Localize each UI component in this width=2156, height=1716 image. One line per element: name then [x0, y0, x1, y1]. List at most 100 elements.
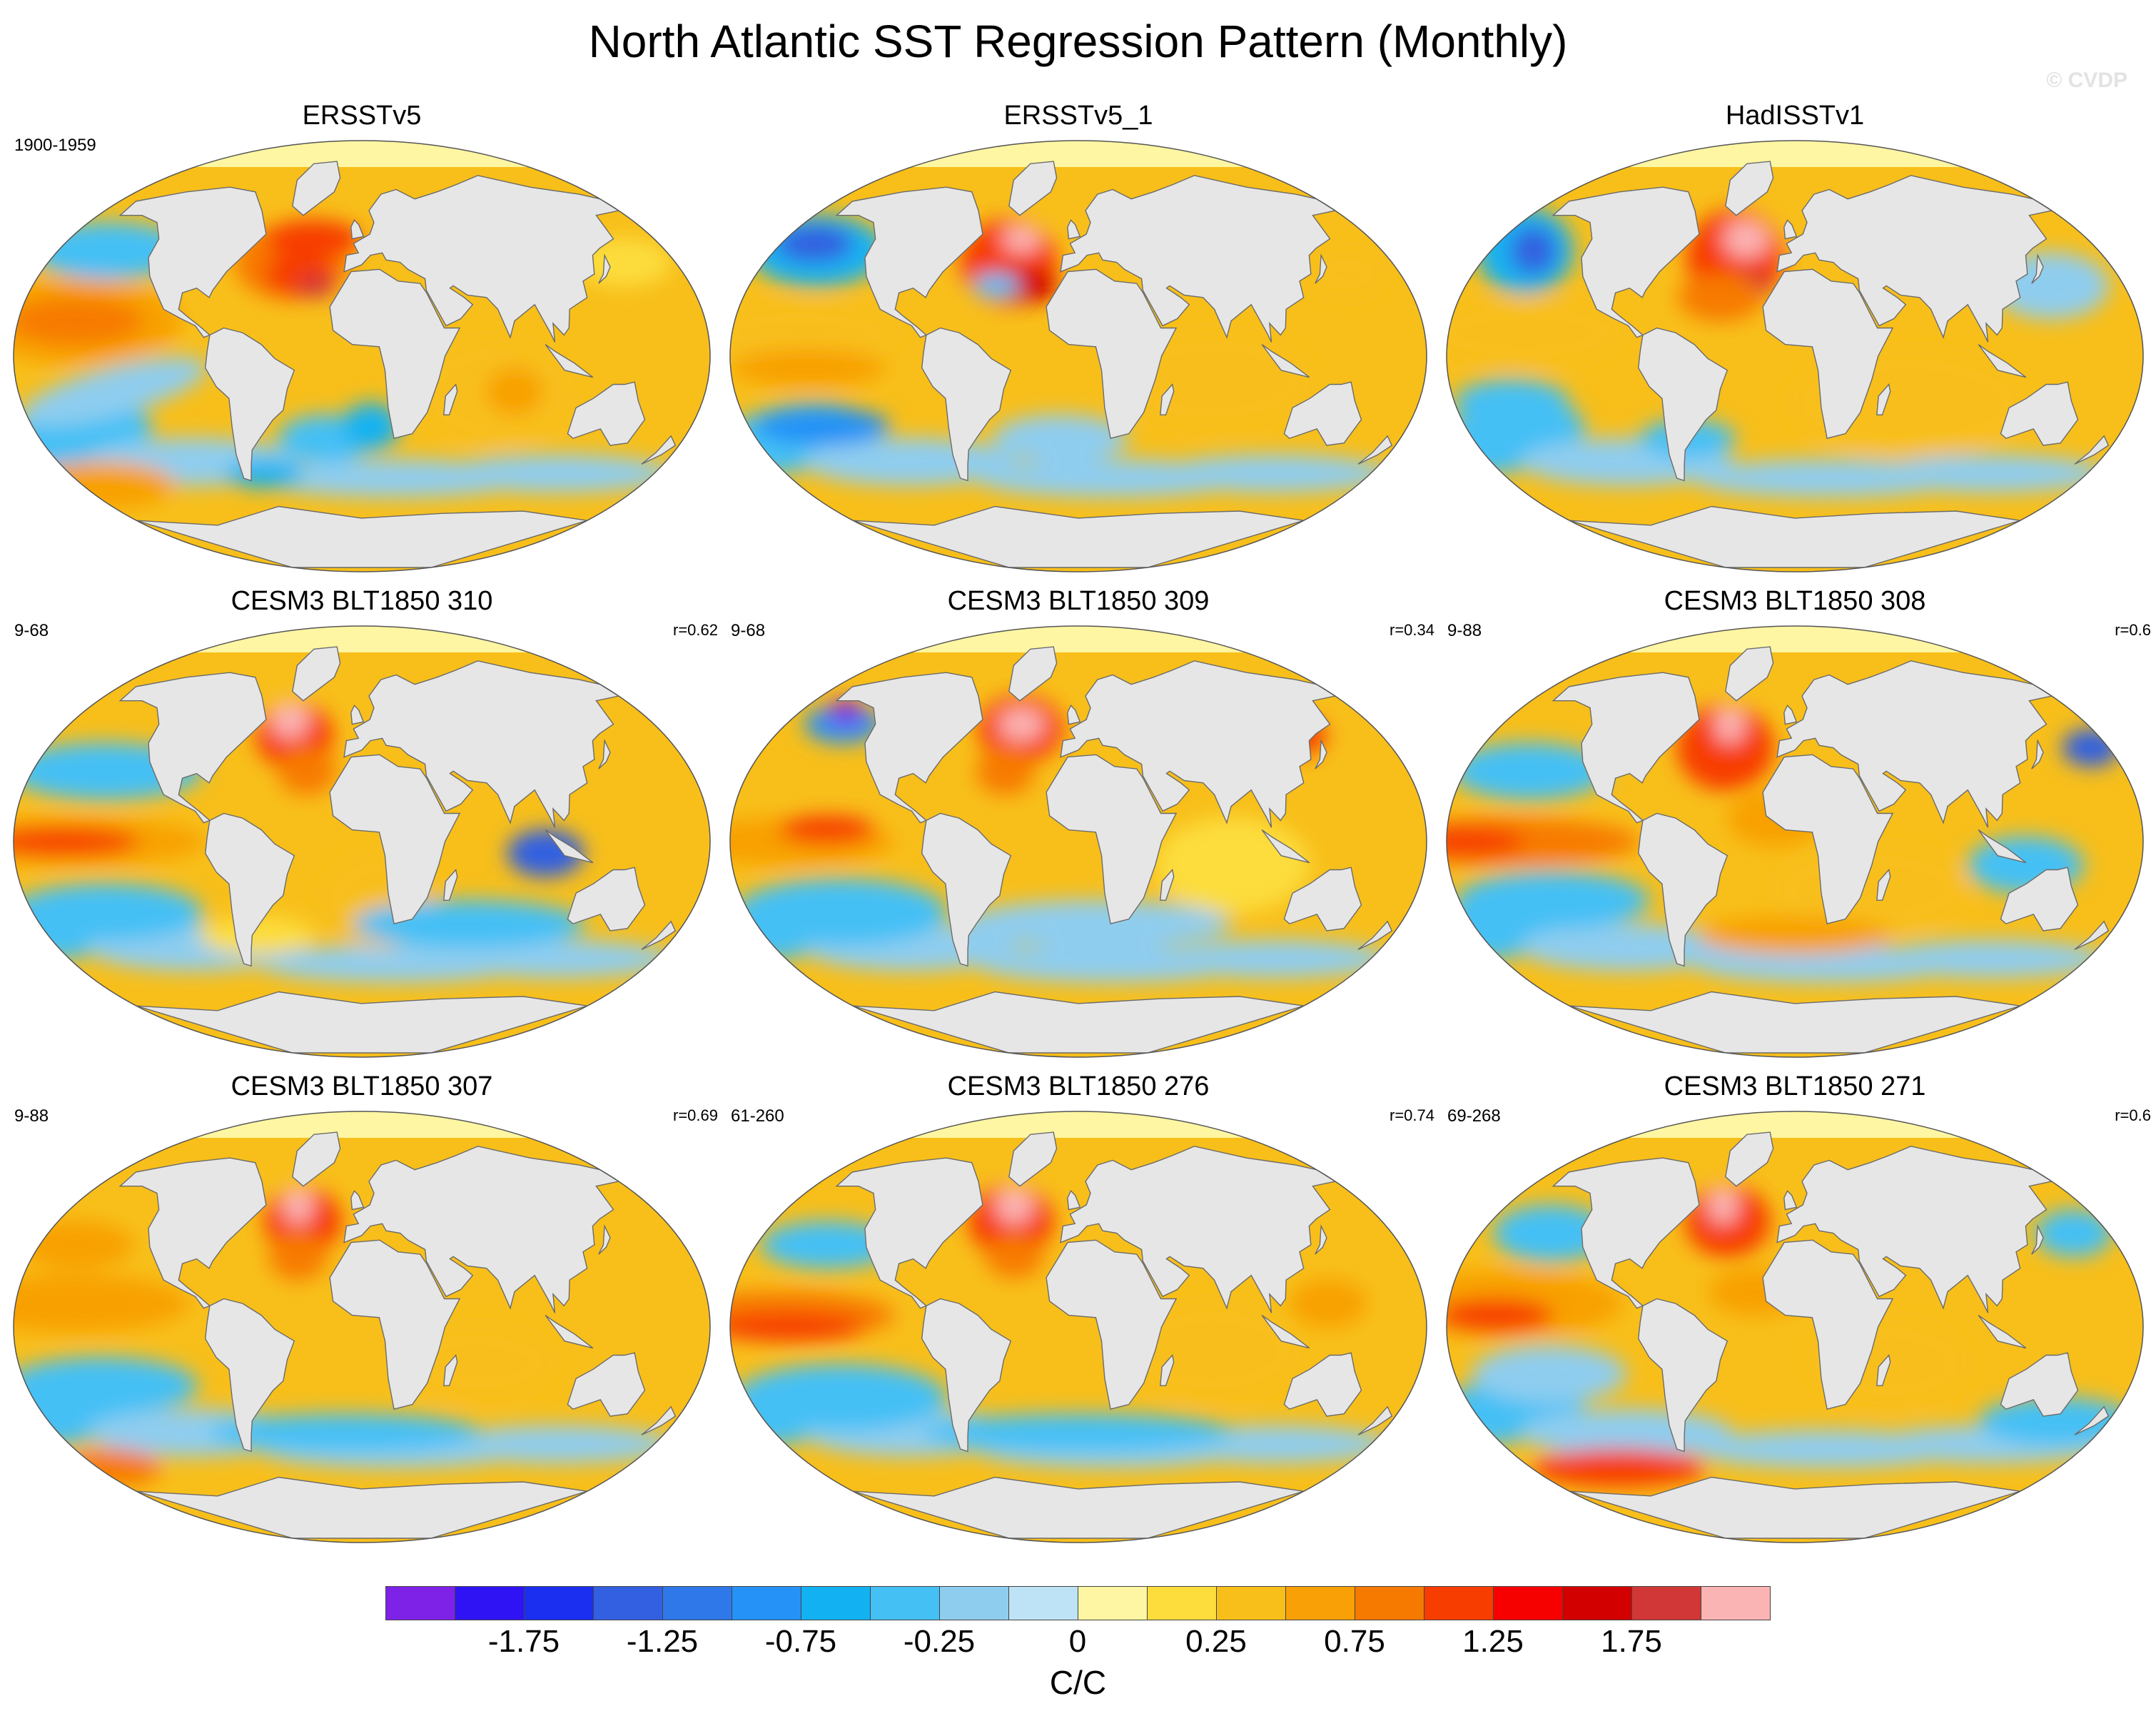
land-northAmerica — [118, 1157, 267, 1309]
land-eurasia — [1776, 175, 2053, 343]
land-greenland — [1008, 1131, 1058, 1187]
anomaly-region — [730, 303, 896, 362]
pattern-correlation: r=0.62 — [673, 621, 718, 639]
anomaly-region — [973, 273, 1020, 298]
anomaly-region — [1472, 1345, 1627, 1403]
anomaly-region — [440, 454, 673, 493]
land-eurasia — [1776, 660, 2053, 828]
land-madagascar — [1876, 868, 1891, 901]
pattern-correlation: r=0.6 — [2115, 1106, 2151, 1124]
period-label: 9-88 — [14, 1106, 49, 1126]
land-japan — [1315, 253, 1327, 284]
world-map — [729, 625, 1427, 1058]
anomaly-region — [754, 407, 891, 446]
colorbar-swatch — [1493, 1586, 1563, 1620]
land-southAmerica — [204, 1298, 295, 1453]
anomaly-region — [1157, 454, 1390, 493]
colorbar — [385, 1586, 1771, 1622]
land-africa — [329, 268, 461, 439]
land-newzealand — [1357, 920, 1393, 950]
land-newzealand — [2074, 920, 2110, 950]
land-eurasia — [343, 660, 620, 828]
world-map — [729, 1111, 1427, 1543]
arctic-band — [730, 141, 1427, 167]
anomaly-region — [14, 1356, 198, 1415]
land-eurasia — [1776, 1146, 2053, 1313]
land-uk — [350, 705, 365, 725]
period-label: 9-88 — [1447, 621, 1482, 640]
anomaly-region — [226, 459, 303, 488]
land-madagascar — [1160, 383, 1175, 415]
arctic-band — [1447, 141, 2143, 167]
land-africa — [1046, 268, 1178, 439]
anomaly-region — [485, 367, 544, 415]
land-southAmerica — [204, 812, 295, 967]
panel-title: CESM3 BLT1850 310 — [231, 586, 493, 616]
period-label: 69-268 — [1447, 1106, 1501, 1126]
arctic-band — [14, 1111, 710, 1138]
pattern-correlation: r=0.34 — [1390, 621, 1434, 639]
land-northAmerica — [1552, 186, 1700, 338]
colorbar-swatch — [1631, 1586, 1701, 1620]
anomaly-region — [923, 1413, 1233, 1452]
land-greenland — [292, 646, 341, 702]
anomaly-region — [1002, 224, 1041, 253]
land-northAmerica — [835, 186, 983, 338]
colorbar-tick-label: -1.25 — [626, 1624, 699, 1659]
colorbar-swatch — [939, 1586, 1009, 1620]
colorbar-swatch — [870, 1586, 940, 1620]
anomaly-region — [1452, 742, 1607, 800]
pattern-correlation: r=0.69 — [673, 1106, 718, 1124]
anomaly-region — [1493, 1204, 1609, 1262]
colorbar-swatch — [1701, 1586, 1771, 1620]
land-antarctica — [852, 991, 1305, 1054]
world-map — [1446, 1111, 2144, 1543]
land-uk — [1067, 1190, 1081, 1211]
panel-title: HadISSTv1 — [1725, 101, 1865, 131]
arctic-band — [14, 141, 710, 167]
anomaly-region — [1307, 250, 1386, 298]
map-border — [1446, 625, 2144, 1058]
map-panel: ERSSTv5 1900-1959 — [1, 100, 722, 578]
anomaly-region — [1978, 1396, 2134, 1445]
land-africa — [1046, 1239, 1178, 1410]
colorbar-tick-label: -0.25 — [903, 1624, 976, 1659]
land-australia — [1283, 1352, 1362, 1417]
land-africa — [329, 754, 461, 924]
arctic-band — [730, 1111, 1427, 1138]
land-newzealand — [641, 435, 677, 465]
map-panel: ERSSTv5_1 — [718, 100, 1439, 578]
map-panel: CESM3 BLT1850 276 61-260 r=0.74 — [718, 1071, 1439, 1549]
colorbar-swatch — [1216, 1586, 1286, 1620]
land-greenland — [1725, 1131, 1774, 1187]
map-border — [1446, 1111, 2144, 1543]
colorbar-tick-label: -1.75 — [487, 1624, 560, 1659]
anomaly-region — [1456, 871, 1650, 929]
colorbar-swatch — [1285, 1586, 1355, 1620]
colorbar-tick-label: 0.75 — [1324, 1624, 1385, 1659]
land-africa — [1762, 268, 1894, 439]
colorbar-swatch — [1008, 1586, 1078, 1620]
anomaly-region — [21, 461, 176, 510]
anomaly-region — [734, 1363, 947, 1431]
anomaly-region — [575, 238, 672, 287]
land-newzealand — [1357, 1405, 1393, 1435]
land-newzealand — [641, 1405, 677, 1435]
colorbar-swatch — [1355, 1586, 1424, 1620]
colorbar-swatch — [455, 1586, 525, 1620]
land-japan — [598, 1223, 611, 1255]
anomaly-region — [1723, 219, 1770, 258]
map-panel: CESM3 BLT1850 308 9-88 r=0.6 — [1434, 585, 2155, 1064]
pattern-correlation: r=0.6 — [2115, 621, 2151, 639]
land-indonesia — [545, 829, 594, 864]
map-border — [13, 140, 711, 572]
anomaly-region — [2062, 728, 2120, 767]
land-antarctica — [1569, 991, 2021, 1054]
anomaly-region — [826, 700, 866, 725]
land-southAmerica — [921, 812, 1012, 967]
colorbar-swatch — [1078, 1586, 1148, 1620]
land-newzealand — [641, 920, 677, 950]
land-uk — [350, 219, 365, 240]
land-northAmerica — [835, 1157, 983, 1309]
land-japan — [598, 738, 611, 769]
